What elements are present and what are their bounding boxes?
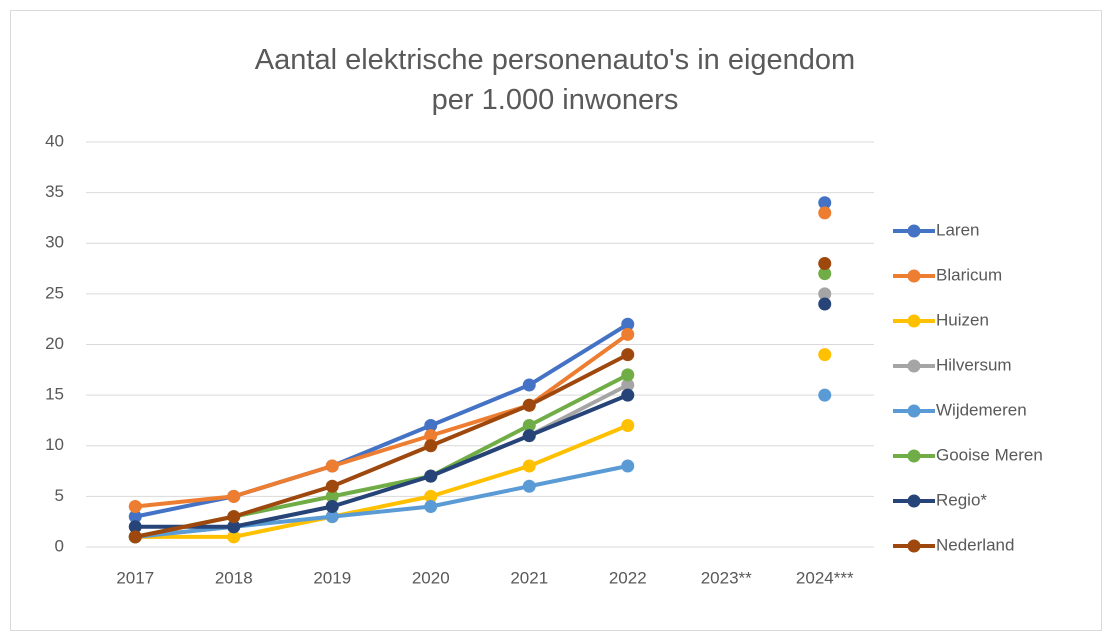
legend-label: Regio*	[936, 490, 987, 509]
y-tick-label: 35	[45, 182, 64, 201]
data-point	[621, 348, 635, 362]
legend-label: Laren	[936, 220, 979, 239]
legend-label: Huizen	[936, 310, 989, 329]
data-point	[227, 489, 241, 503]
y-tick-label: 10	[45, 435, 64, 454]
y-tick-label: 30	[45, 233, 64, 252]
data-point	[424, 419, 438, 432]
legend-label: Nederland	[936, 535, 1014, 554]
data-point	[522, 429, 536, 443]
data-point	[522, 419, 536, 432]
data-point	[325, 479, 339, 493]
y-tick-label: 5	[55, 486, 64, 505]
data-point	[325, 459, 339, 473]
data-point	[818, 267, 832, 281]
legend-marker	[907, 494, 921, 508]
y-tick-label: 25	[45, 283, 64, 302]
data-point	[227, 530, 241, 544]
data-point	[621, 388, 635, 402]
data-point	[424, 469, 438, 483]
data-point	[621, 317, 635, 331]
data-point	[621, 327, 635, 341]
x-tick-label: 2023**	[701, 568, 752, 587]
y-tick-label: 15	[45, 385, 64, 404]
data-point	[621, 368, 635, 382]
data-point	[621, 378, 635, 392]
chart-title: Aantal elektrische personenauto's in eig…	[254, 44, 856, 116]
data-point	[325, 489, 339, 503]
data-point	[424, 489, 438, 503]
legend-label: Hilversum	[936, 355, 1012, 374]
y-tick-label: 0	[55, 536, 64, 555]
data-point	[128, 520, 142, 534]
data-point	[818, 388, 832, 402]
legend-label: Wijdemeren	[936, 400, 1027, 419]
data-point	[621, 459, 635, 473]
legend-marker	[907, 269, 921, 283]
data-point	[818, 297, 832, 311]
data-point	[325, 500, 339, 513]
data-point	[818, 257, 832, 270]
x-tick-label: 2024***	[796, 568, 854, 587]
data-point	[424, 500, 438, 513]
data-point	[227, 520, 241, 534]
data-point	[424, 439, 438, 453]
data-point	[818, 287, 832, 301]
x-tick-label: 2017	[116, 568, 154, 587]
legend-marker	[907, 539, 921, 553]
data-point	[227, 510, 241, 524]
data-point	[424, 429, 438, 443]
legend-label: Blaricum	[936, 265, 1002, 284]
data-point	[522, 479, 536, 493]
data-point	[522, 378, 536, 392]
data-point	[128, 500, 142, 513]
data-point	[621, 419, 635, 432]
x-tick-label: 2020	[412, 568, 450, 587]
legend-marker	[907, 404, 921, 418]
legend-marker	[907, 314, 921, 328]
legend-marker	[907, 449, 921, 463]
legend-marker	[907, 224, 921, 238]
data-point	[522, 398, 536, 412]
data-point	[818, 348, 832, 362]
x-tick-label: 2019	[313, 568, 351, 587]
x-tick-label: 2021	[510, 568, 548, 587]
y-tick-label: 40	[45, 131, 64, 150]
data-point	[818, 196, 832, 210]
data-point	[128, 530, 142, 544]
legend-label: Gooise Meren	[936, 445, 1043, 464]
y-tick-label: 20	[45, 334, 64, 353]
data-point	[128, 510, 142, 524]
data-point	[818, 206, 832, 220]
legend-marker	[907, 359, 921, 373]
x-tick-label: 2018	[215, 568, 253, 587]
x-tick-label: 2022	[609, 568, 647, 587]
data-point	[522, 459, 536, 473]
data-point	[325, 510, 339, 524]
